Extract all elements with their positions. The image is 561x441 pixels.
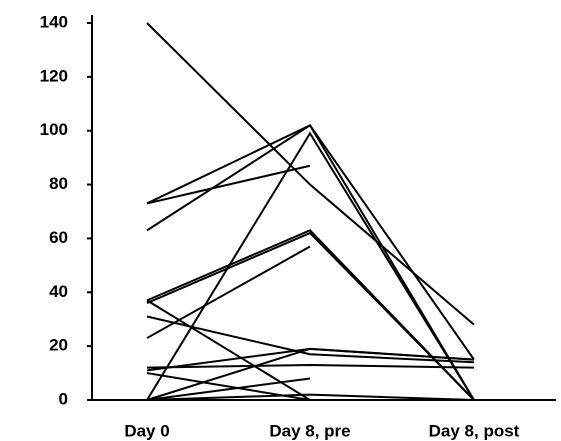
series-line [146, 164, 311, 205]
series-line [146, 131, 475, 401]
y-tick-label: 40 [49, 282, 68, 301]
y-tick-label: 20 [49, 336, 68, 355]
series-line [146, 315, 475, 364]
x-tick-label: Day 0 [124, 421, 169, 440]
y-tick-label: 100 [40, 120, 68, 139]
series-line [146, 347, 475, 401]
y-tick-label: 80 [49, 174, 68, 193]
x-tick-label: Day 8, pre [269, 421, 350, 440]
y-tick-label: 120 [40, 66, 68, 85]
series-line [146, 124, 475, 401]
series-line [146, 123, 475, 361]
y-tick-label: 0 [59, 389, 68, 408]
series-line [146, 229, 475, 401]
series-line [146, 363, 475, 369]
series-line [146, 377, 311, 401]
series-line [146, 22, 475, 326]
series-line [146, 393, 475, 401]
y-tick-label: 60 [49, 228, 68, 247]
y-tick-label: 140 [40, 12, 68, 31]
x-tick-label: Day 8, post [429, 421, 520, 440]
series-line [146, 231, 475, 401]
